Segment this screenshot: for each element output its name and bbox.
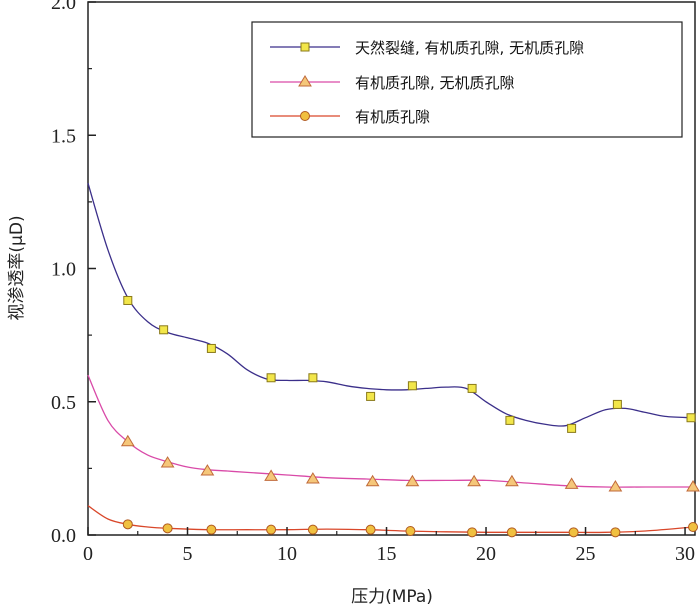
x-tick-label: 30: [675, 543, 695, 565]
x-tick-label: 25: [576, 543, 596, 565]
series-3-point: [467, 527, 478, 538]
series-3-point: [610, 527, 621, 538]
x-axis-label: 压力(MPa): [351, 587, 433, 607]
x-tick-label: 20: [476, 543, 496, 565]
series-2-point: [608, 480, 623, 492]
legend-marker: [300, 42, 310, 52]
x-tick-label: 10: [277, 543, 297, 565]
series-3-point: [405, 526, 416, 537]
series-1-point: [123, 295, 133, 305]
series-2-point: [365, 474, 380, 487]
series-2-point: [564, 477, 579, 489]
x-tick-label: 5: [183, 543, 193, 565]
series-1-point: [686, 413, 696, 423]
legend-label: 有机质孔隙: [355, 108, 430, 126]
y-axis-label: 视渗透率(μD): [7, 215, 27, 320]
y-tick-label: 0.5: [51, 392, 76, 414]
series-3-point: [162, 523, 173, 534]
series-3-point: [266, 524, 277, 535]
axis-ticks: 0 5 10 15 20 25 30 0.0 0.5 1.0 1.5 2.0: [51, 0, 695, 565]
legend-label: 天然裂缝, 有机质孔隙, 无机质孔隙: [355, 39, 584, 57]
series-2-point: [467, 474, 481, 487]
series-1-point: [567, 423, 577, 433]
x-tick-label: 15: [377, 543, 397, 565]
series-3-point: [307, 524, 318, 535]
series-3-point: [506, 527, 517, 538]
series-2-point: [306, 472, 320, 484]
series-markers: [120, 295, 700, 538]
series-1-point: [266, 373, 276, 383]
series-2-line: [87, 374, 694, 488]
series-1-point: [612, 399, 622, 409]
series-1-point: [407, 381, 417, 391]
series-2-point: [160, 456, 175, 468]
legend-marker: [298, 75, 312, 87]
y-tick-label: 0.0: [51, 525, 76, 547]
y-tick-label: 1.5: [51, 125, 76, 147]
series-1-point: [308, 373, 318, 383]
series-2-point: [505, 474, 519, 487]
series-curves: [87, 183, 694, 534]
series-3-point: [206, 524, 217, 535]
series-2-point: [405, 474, 420, 487]
series-1-point: [206, 343, 216, 353]
legend-marker: [300, 111, 310, 121]
series-3-point: [568, 527, 579, 538]
series-1-point: [505, 415, 515, 425]
legend-box: [251, 21, 683, 138]
x-tick-label: 0: [83, 543, 93, 565]
series-1-point: [366, 391, 376, 401]
series-1-line: [87, 183, 692, 427]
series-2-point: [200, 464, 215, 476]
series-1-point: [467, 383, 477, 393]
series-2-point: [686, 480, 700, 492]
series-2-point: [264, 469, 278, 481]
series-3-point: [122, 519, 133, 530]
y-tick-label: 2.0: [51, 0, 76, 14]
series-1-point: [159, 325, 169, 335]
series-3-point: [688, 522, 699, 533]
series-3-line: [87, 505, 694, 534]
y-tick-label: 1.0: [51, 259, 76, 281]
legend-label: 有机质孔隙, 无机质孔隙: [355, 74, 515, 92]
series-3-point: [365, 524, 376, 535]
series-2-point: [120, 434, 135, 447]
